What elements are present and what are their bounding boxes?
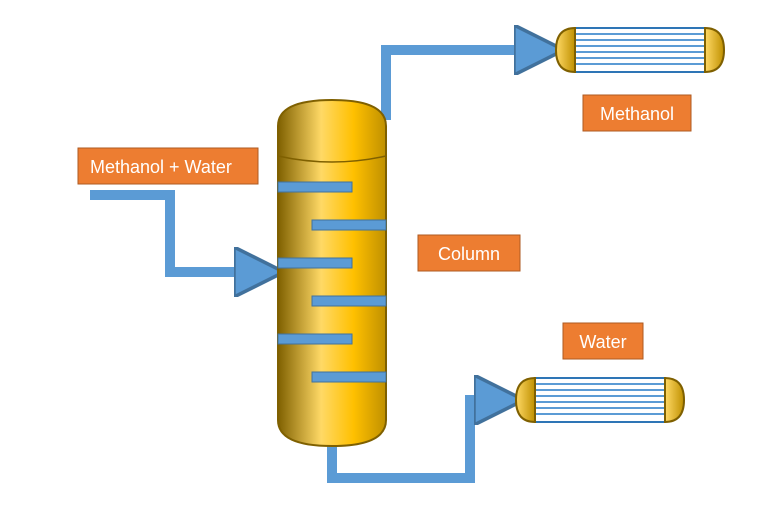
feed-label: Methanol + Water: [78, 148, 258, 184]
bottom-product-label: Water: [563, 323, 643, 359]
top-product-label-text: Methanol: [600, 104, 674, 124]
overhead-pipe: [386, 50, 554, 120]
reboiler-exchanger: [516, 378, 684, 422]
column-label-text: Column: [438, 244, 500, 264]
distillation-column: [278, 100, 386, 446]
condenser-exchanger: [556, 28, 724, 72]
bottom-product-label-text: Water: [579, 332, 626, 352]
column-label: Column: [418, 235, 520, 271]
diagram-canvas: Methanol + Water Column Methanol Water: [0, 0, 782, 525]
top-product-label: Methanol: [583, 95, 691, 131]
feed-pipe: [90, 195, 274, 272]
feed-label-text: Methanol + Water: [90, 157, 232, 177]
